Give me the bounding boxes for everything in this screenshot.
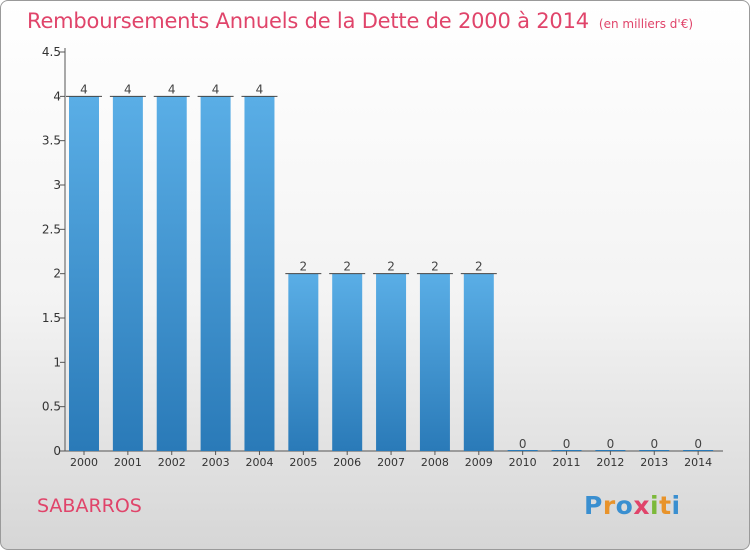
y-tick-label: 0.5 xyxy=(42,400,61,414)
bar xyxy=(376,273,407,451)
bar xyxy=(463,273,494,451)
x-tick-label: 2014 xyxy=(684,456,712,469)
y-tick-label: 4 xyxy=(53,89,61,103)
x-tick-label: 2002 xyxy=(158,456,186,469)
bar xyxy=(200,96,231,451)
x-tick-label: 2007 xyxy=(377,456,405,469)
chart-subtitle: (en milliers d'€) xyxy=(598,17,694,31)
x-tick-label: 2001 xyxy=(114,456,142,469)
x-tick-label: 2009 xyxy=(465,456,493,469)
bar xyxy=(288,273,319,451)
data-label: 4 xyxy=(212,82,220,96)
x-tick-label: 2010 xyxy=(509,456,537,469)
bar xyxy=(244,96,275,451)
data-label: 0 xyxy=(694,437,702,451)
bar xyxy=(419,273,450,451)
x-tick-label: 2008 xyxy=(421,456,449,469)
data-label: 0 xyxy=(650,437,658,451)
logo-letter: i xyxy=(671,491,681,520)
x-tick-label: 2011 xyxy=(553,456,581,469)
title-row: Remboursements Annuels de la Dette de 20… xyxy=(27,9,693,33)
x-tick-label: 2006 xyxy=(333,456,361,469)
data-label: 0 xyxy=(563,437,571,451)
data-label: 4 xyxy=(80,82,88,96)
logo-letter: x xyxy=(633,491,650,520)
data-label: 2 xyxy=(475,260,483,274)
data-label: 2 xyxy=(387,260,395,274)
data-label: 4 xyxy=(124,82,132,96)
logo-letter: P xyxy=(584,491,603,520)
place-name: SABARROS xyxy=(37,495,142,517)
bar xyxy=(112,96,143,451)
x-tick-label: 2000 xyxy=(70,456,98,469)
y-tick-label: 1 xyxy=(53,355,61,369)
logo-letter: t xyxy=(659,491,672,520)
chart-title: Remboursements Annuels de la Dette de 20… xyxy=(27,9,589,33)
data-label: 0 xyxy=(519,437,527,451)
data-label: 2 xyxy=(431,260,439,274)
x-tick-label: 2003 xyxy=(202,456,230,469)
bar xyxy=(595,450,626,451)
bar xyxy=(507,450,538,451)
logo-letter: o xyxy=(615,491,634,520)
bar xyxy=(156,96,187,451)
y-tick-label: 1.5 xyxy=(42,311,61,325)
y-tick-label: 2 xyxy=(53,267,61,281)
x-tick-label: 2004 xyxy=(245,456,273,469)
y-tick-label: 3.5 xyxy=(42,134,61,148)
proxiti-logo: Proxiti xyxy=(584,491,681,520)
y-tick-label: 3 xyxy=(53,178,61,192)
logo-letter: r xyxy=(602,491,616,520)
y-tick-label: 0 xyxy=(53,444,61,458)
x-tick-label: 2005 xyxy=(289,456,317,469)
logo-letter: i xyxy=(650,491,660,520)
data-label: 4 xyxy=(168,82,176,96)
data-label: 2 xyxy=(343,260,351,274)
data-label: 4 xyxy=(256,82,264,96)
y-tick-label: 4.5 xyxy=(42,45,61,59)
bar xyxy=(683,450,714,451)
x-tick-label: 2013 xyxy=(640,456,668,469)
data-label: 0 xyxy=(607,437,615,451)
y-tick-label: 2.5 xyxy=(42,222,61,236)
bar xyxy=(551,450,582,451)
bar xyxy=(69,96,99,451)
bar xyxy=(332,273,363,451)
x-tick-label: 2012 xyxy=(596,456,624,469)
bar xyxy=(639,450,670,451)
data-label: 2 xyxy=(300,260,308,274)
